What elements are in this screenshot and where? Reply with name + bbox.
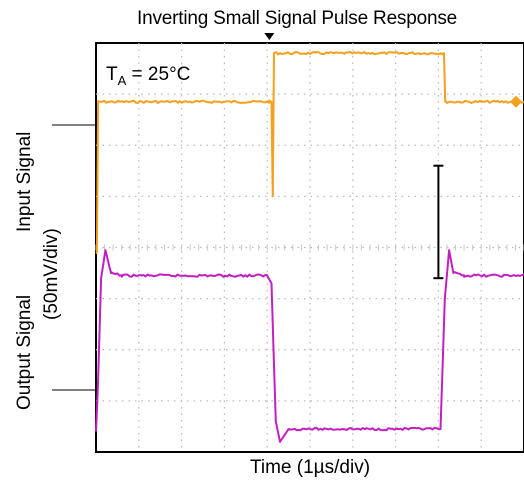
y-label-output-signal: Output Signal [14,294,35,410]
y-label-input-signal: Input Signal [14,131,35,232]
channel-level-marker-icon [510,95,522,108]
y-label-units: (50mV/div) [41,228,62,320]
temperature-annotation: TA = 25°C [106,64,190,88]
x-axis-label: Time (1µs/div) [249,457,371,478]
trigger-arrow-icon [264,33,275,40]
output-signal-trace [95,249,524,443]
chart-title: Inverting Small Signal Pulse Response [137,8,457,29]
input-signal-trace [95,51,524,254]
